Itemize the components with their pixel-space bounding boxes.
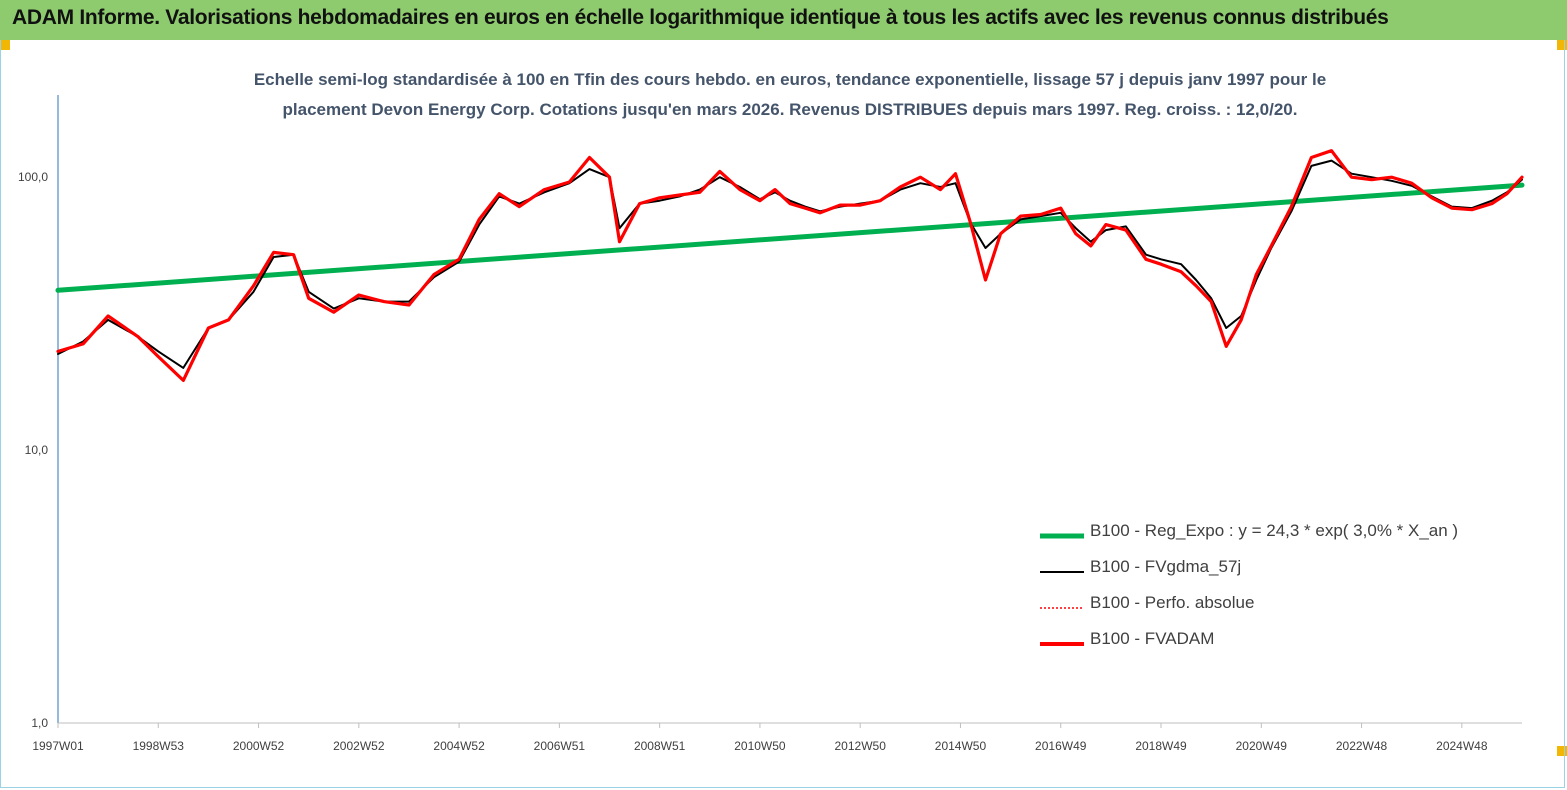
series-line-moving-average	[57, 159, 1523, 369]
report-title: ADAM Informe. Valorisations hebdomadaire…	[12, 6, 1389, 29]
legend-swatch-fvadam	[1040, 642, 1084, 646]
x-tick-label: 2018W49	[1135, 739, 1187, 753]
legend-label-fvadam: B100 - FVADAM	[1090, 629, 1215, 648]
corner-mark-top-left	[0, 40, 10, 50]
x-tick-label: 1998W53	[133, 739, 185, 753]
x-tick-label: 2012W50	[835, 739, 887, 753]
y-tick-label: 1,0	[31, 716, 48, 730]
x-tick-label: 1997W01	[32, 739, 84, 753]
x-tick-label: 2004W52	[433, 739, 485, 753]
y-tick-label: 100,0	[18, 170, 48, 184]
chart-frame	[0, 40, 1565, 788]
legend-label-regression: B100 - Reg_Expo : y = 24,3 * exp( 3,0% *…	[1090, 521, 1459, 540]
legend-swatch-regression	[1040, 533, 1084, 539]
legend-swatch-moving-average	[1040, 571, 1084, 573]
legend-swatch-absolute-perf	[1040, 607, 1084, 609]
legend-label-absolute-perf: B100 - Perfo. absolue	[1090, 593, 1255, 612]
chart-subtitle-line2: placement Devon Energy Corp. Cotations j…	[282, 100, 1298, 119]
header-banner: ADAM Informe. Valorisations hebdomadaire…	[0, 0, 1567, 40]
x-tick-label: 2000W52	[233, 739, 285, 753]
x-tick-label: 2006W51	[534, 739, 586, 753]
corner-mark-bottom-right	[1557, 746, 1567, 756]
x-tick-label: 2022W48	[1336, 739, 1388, 753]
series-line-fvadam	[56, 149, 1524, 382]
x-tick-label: 2014W50	[935, 739, 987, 753]
x-tick-label: 2024W48	[1436, 739, 1488, 753]
x-tick-label: 2020W49	[1236, 739, 1288, 753]
x-tick-label: 2002W52	[333, 739, 385, 753]
legend-label-moving-average: B100 - FVgdma_57j	[1090, 557, 1242, 576]
corner-mark-top-right	[1557, 40, 1567, 50]
y-tick-label: 10,0	[25, 443, 49, 457]
x-tick-label: 2010W50	[734, 739, 786, 753]
x-tick-label: 2008W51	[634, 739, 686, 753]
chart-subtitle-line1: Echelle semi-log standardisée à 100 en T…	[253, 70, 1327, 89]
x-tick-label: 2016W49	[1035, 739, 1087, 753]
